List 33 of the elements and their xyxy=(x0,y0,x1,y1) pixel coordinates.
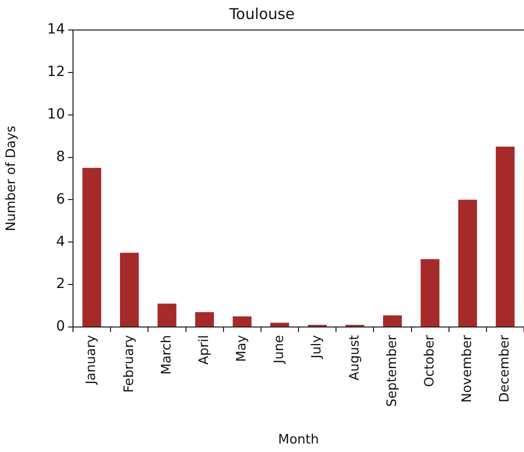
x-tick-label: April xyxy=(196,335,212,365)
bar xyxy=(270,322,290,326)
y-tick-label: 14 xyxy=(47,22,66,38)
x-tick-label: June xyxy=(272,335,288,364)
y-axis-title: Number of Days xyxy=(4,126,20,232)
x-tick-label: May xyxy=(234,334,250,362)
y-tick-label: 10 xyxy=(47,106,65,122)
x-tick-label: January xyxy=(84,334,100,386)
x-tick-label: September xyxy=(384,334,400,407)
x-tick-label: November xyxy=(460,334,475,403)
bar xyxy=(158,304,176,326)
y-tick-label: 2 xyxy=(56,276,65,292)
x-tick-label: August xyxy=(347,335,362,380)
x-tick-label: July xyxy=(310,334,325,360)
bar xyxy=(420,259,440,326)
y-tick-label: 0 xyxy=(56,318,65,335)
bar xyxy=(232,316,252,326)
x-tick-label: December xyxy=(498,334,513,402)
bar xyxy=(195,312,214,326)
bar xyxy=(120,252,139,326)
bar xyxy=(383,315,402,326)
x-tick-label: March xyxy=(159,335,174,375)
x-tick-label: October xyxy=(422,334,438,388)
x-tick-label: February xyxy=(122,334,137,393)
bar xyxy=(82,168,102,326)
bar xyxy=(458,200,478,326)
bar xyxy=(496,146,515,326)
y-tick-label: 4 xyxy=(56,234,66,250)
y-tick-label: 12 xyxy=(47,64,65,80)
y-tick-label: 6 xyxy=(56,191,66,208)
y-tick-label: 8 xyxy=(56,148,65,165)
chart-title: Toulouse xyxy=(228,4,295,23)
x-axis-title: Month xyxy=(278,432,319,448)
